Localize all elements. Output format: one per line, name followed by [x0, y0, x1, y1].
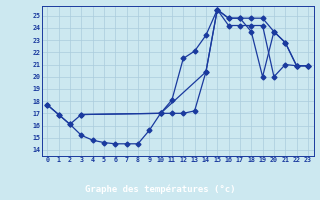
Text: Graphe des températures (°c): Graphe des températures (°c) — [85, 184, 235, 194]
